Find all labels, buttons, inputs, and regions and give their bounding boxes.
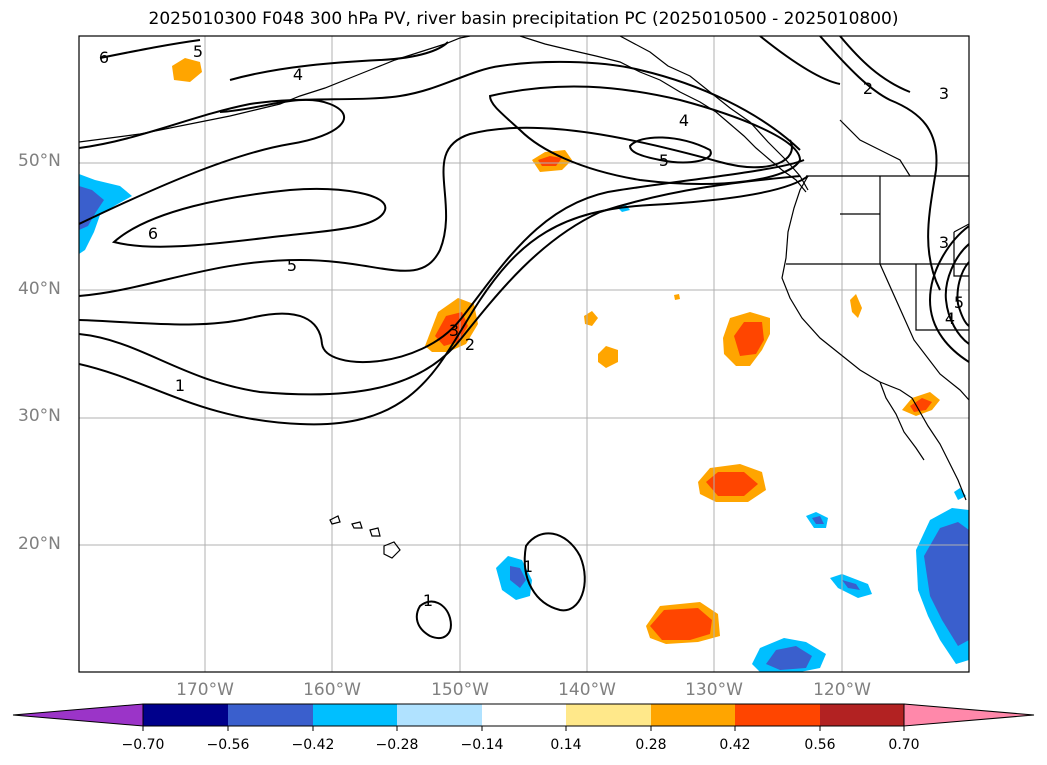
colorbar-extend-low [12,703,144,727]
map-frame [78,35,970,673]
contour-label: 5 [659,151,669,170]
colorbar-tick-label: 0.56 [804,737,836,753]
contour-label: 5 [287,256,297,275]
contour-label: 5 [954,293,964,312]
contour-label: 1 [423,591,433,610]
lon-label-140w: 140°W [558,680,616,700]
precip-positive-region [172,58,202,82]
colorbar-tick-label: −0.56 [206,737,250,753]
contour-label: 6 [148,224,158,243]
lon-label-150w: 150°W [431,680,489,700]
contour-label: 4 [945,309,955,328]
graticule [79,36,969,672]
contour-label: 3 [939,84,949,103]
colorbar-bin [228,704,313,726]
contour-label: 2 [863,79,873,98]
lon-label-160w: 160°W [303,680,361,700]
contour-labels: 6 5 4 6 5 5 4 3 2 1 2 3 3 5 4 1 1 [99,42,964,610]
colorbar-bin [566,704,651,726]
colorbar-tick-label: 0.28 [635,737,667,753]
lat-label-40n: 40°N [18,279,61,299]
contour-label: 3 [449,321,459,340]
coastlines [79,36,969,559]
colorbar-tick-label: −0.42 [291,737,335,753]
colorbar-bin [482,704,566,726]
contour-label: 1 [175,376,185,395]
lon-label-170w: 170°W [176,680,234,700]
contour-label: 1 [523,557,533,576]
colorbar-tick-label: 0.14 [550,737,582,753]
colorbar-bin [651,704,735,726]
colorbar-bin [397,704,482,726]
contour-label: 4 [679,111,689,130]
colorbar-tick-label: 0.70 [888,737,920,753]
lon-label-120w: 120°W [813,680,871,700]
colorbar-bin [143,704,228,726]
contour-label: 3 [939,233,949,252]
colorbar-tick-label: 0.42 [719,737,751,753]
map-title: 2025010300 F048 300 hPa PV, river basin … [148,9,899,29]
lat-label-50n: 50°N [18,151,61,171]
colorbar-tick-label: −0.70 [121,737,165,753]
contour-label: 4 [293,65,303,84]
colorbar-tick-label: −0.28 [375,737,419,753]
colorbar-bin [820,704,904,726]
contour-label: 5 [193,42,203,61]
colorbar-bin [735,704,820,726]
colorbar-bin [313,704,397,726]
colorbar-tick-label: −0.14 [460,737,504,753]
lon-label-130w: 130°W [685,680,743,700]
contour-label: 6 [99,48,109,67]
colorbar-extend-high [903,703,1035,727]
colorbar [12,703,1035,731]
pv-contours [79,36,969,639]
lat-label-30n: 30°N [18,406,61,426]
contour-label: 2 [465,335,475,354]
lat-label-20n: 20°N [18,534,61,554]
